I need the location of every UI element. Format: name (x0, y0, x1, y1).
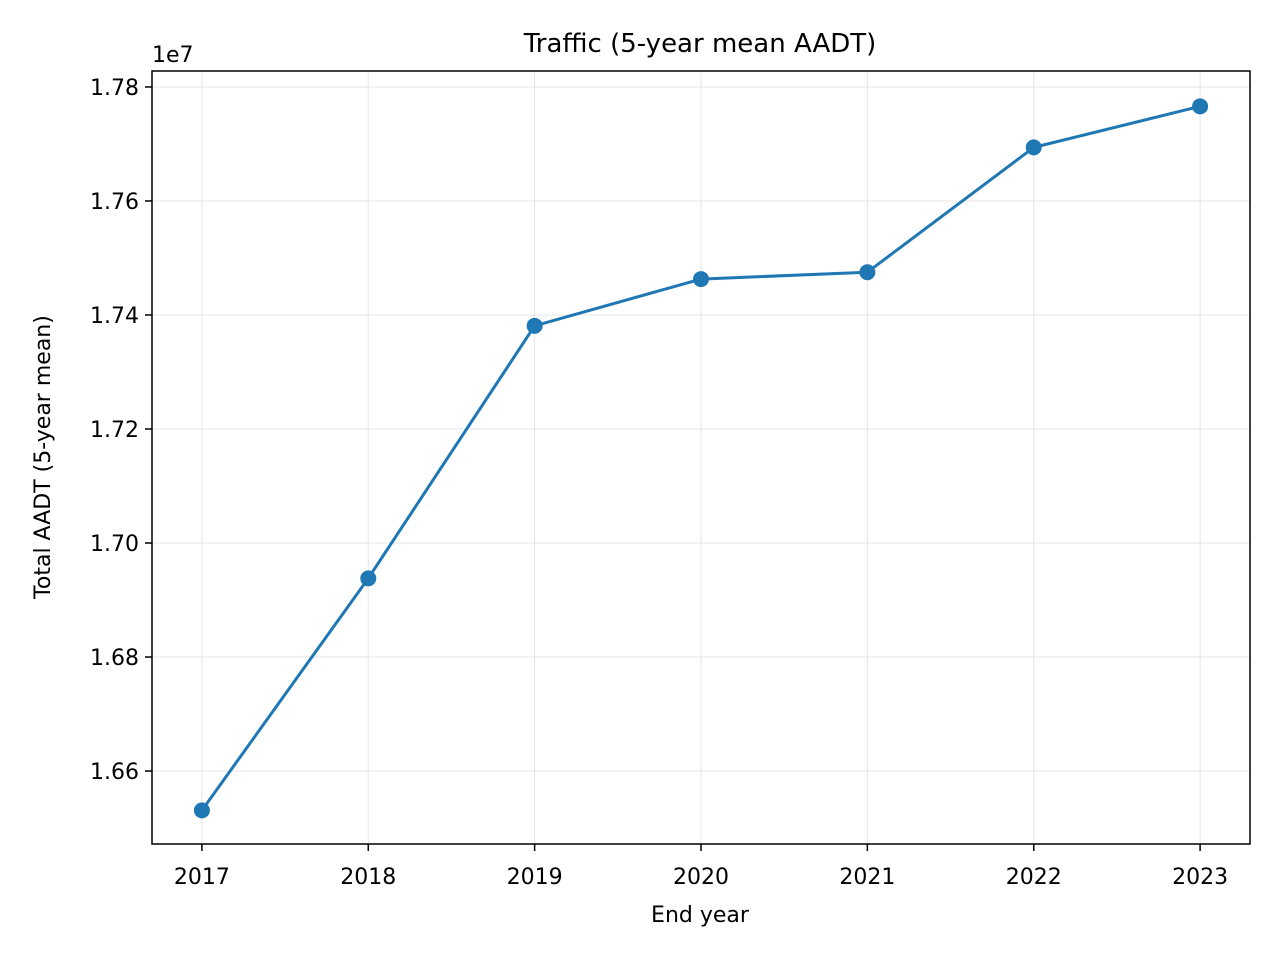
data-point (859, 264, 876, 281)
y-tick-label: 1.78 (90, 76, 139, 101)
y-tick-label: 1.74 (90, 304, 139, 329)
x-tick-label: 2020 (673, 865, 729, 890)
x-tick-label: 2019 (507, 865, 563, 890)
data-point (1192, 98, 1209, 115)
x-tick-label: 2017 (174, 865, 230, 890)
y-tick-label: 1.68 (90, 646, 139, 671)
x-tick-label: 2023 (1172, 865, 1228, 890)
y-tick-label: 1.72 (90, 418, 139, 443)
y-axis: 1.66 1.68 1.70 1.72 1.74 1.76 1.78 (90, 76, 152, 785)
chart-title: Traffic (5-year mean AADT) (523, 29, 877, 59)
x-axis: 2017 2018 2019 2020 2021 2022 2023 (174, 844, 1228, 890)
grid (152, 71, 1250, 844)
data-point (526, 317, 543, 334)
y-tick-label: 1.66 (90, 760, 139, 785)
data-point (193, 802, 210, 819)
x-tick-label: 2018 (340, 865, 396, 890)
data-point (360, 570, 377, 587)
x-axis-title: End year (651, 903, 750, 928)
data-point (1025, 139, 1042, 156)
x-tick-label: 2022 (1006, 865, 1062, 890)
y-tick-label: 1.76 (90, 190, 139, 215)
series-layer (193, 98, 1209, 819)
x-tick-label: 2021 (839, 865, 895, 890)
y-axis-title: Total AADT (5-year mean) (31, 315, 56, 600)
y-offset-label: 1e7 (152, 43, 194, 68)
y-tick-label: 1.70 (90, 532, 139, 557)
data-point (693, 271, 709, 288)
